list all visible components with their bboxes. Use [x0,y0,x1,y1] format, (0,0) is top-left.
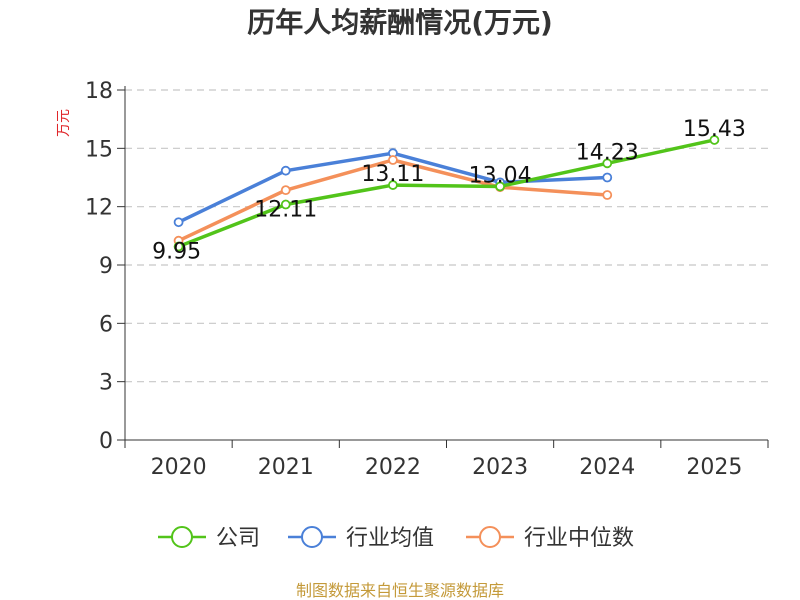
data-point-1[interactable] [602,172,613,183]
y-tick-label: 3 [99,371,113,396]
legend-marker-icon [171,526,193,548]
data-point-0[interactable] [173,241,184,252]
grid-lines [125,89,768,383]
series-line-0 [176,138,717,249]
y-tick-label: 18 [85,79,113,104]
legend-item-1[interactable]: 行业均值 [288,526,434,551]
y-tick-label: 0 [99,429,113,454]
x-tick-label: 2020 [151,455,207,480]
source-note: 制图数据来自恒生聚源数据库 [296,581,504,600]
data-labels: 9.95 12.11 13.11 13.04 14.23 15.43 [152,117,746,265]
x-tick-label: 2025 [686,455,742,480]
legend-label: 行业中位数 [524,526,634,551]
y-axis-unit-label: 万元 [56,109,72,137]
legend-marker-icon [301,526,323,548]
data-point-2[interactable] [388,155,398,165]
legend-label: 行业均值 [346,526,434,551]
series-lines [173,135,720,252]
data-point-1[interactable] [280,165,291,176]
chart-title: 历年人均薪酬情况(万元) [247,6,553,39]
data-label: 13.04 [469,163,532,188]
data-point-2[interactable] [280,185,291,196]
data-point-0[interactable] [280,199,291,210]
y-tick-label: 12 [85,196,113,221]
data-point-0[interactable] [602,158,613,169]
legend-item-0[interactable]: 公司 [158,526,260,551]
legend-marker-icon [479,526,501,548]
data-label: 15.43 [683,117,746,142]
axes: 0 3 6 9 12 15 18 2020 2021 2022 2023 2024 2025 [85,79,769,480]
data-label: 9.95 [152,240,201,265]
y-tick-label: 6 [99,312,113,337]
y-tick-label: 9 [99,254,113,279]
data-label: 12.11 [254,198,317,223]
x-tick-label: 2023 [472,455,528,480]
data-point-2[interactable] [602,190,613,200]
legend-label: 公司 [216,526,260,551]
data-point-1[interactable] [173,217,184,228]
legend-item-2[interactable]: 行业中位数 [466,526,634,551]
data-label: 14.23 [576,140,639,165]
data-point-0[interactable] [495,181,505,192]
data-point-0[interactable] [388,180,398,190]
x-tick-label: 2022 [365,455,421,480]
data-point-0[interactable] [709,135,720,145]
legend[interactable]: 公司 行业均值 行业中位数 [158,526,634,551]
y-tick-label: 15 [85,137,113,162]
x-tick-label: 2021 [258,455,314,480]
x-tick-label: 2024 [579,455,635,480]
data-label: 13.11 [361,162,424,187]
